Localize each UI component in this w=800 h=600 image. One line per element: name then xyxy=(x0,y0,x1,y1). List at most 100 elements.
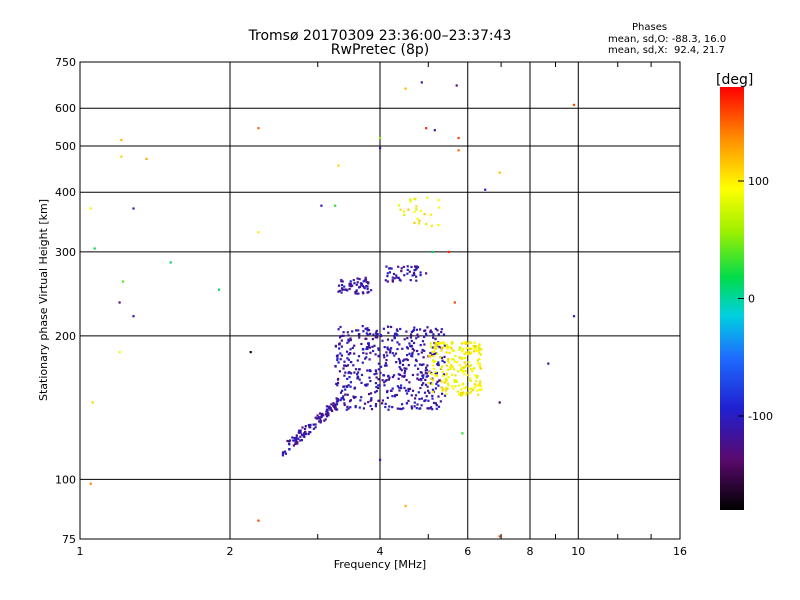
data-point xyxy=(470,368,473,371)
data-point xyxy=(431,383,434,386)
data-point xyxy=(398,366,401,369)
data-point xyxy=(446,347,449,350)
data-point xyxy=(342,334,345,337)
data-point xyxy=(425,395,428,398)
data-point xyxy=(295,438,298,441)
data-point xyxy=(360,373,364,377)
data-point xyxy=(340,339,343,342)
data-point xyxy=(374,382,377,385)
data-point xyxy=(396,348,399,351)
data-point xyxy=(359,399,362,402)
data-point xyxy=(474,345,477,348)
data-point xyxy=(364,278,368,281)
data-point xyxy=(383,381,386,384)
data-point xyxy=(343,374,346,377)
data-point xyxy=(405,378,408,382)
data-point xyxy=(463,361,466,364)
data-point xyxy=(403,274,406,277)
data-point xyxy=(406,272,409,275)
data-point xyxy=(414,397,417,400)
data-point xyxy=(407,208,410,211)
data-point xyxy=(397,377,400,380)
data-point xyxy=(461,357,464,360)
data-point xyxy=(477,347,481,350)
data-point xyxy=(366,333,369,336)
phases-header: Phases xyxy=(632,22,668,33)
data-point xyxy=(351,330,354,333)
data-point xyxy=(358,286,361,289)
data-point xyxy=(369,392,373,395)
data-point xyxy=(361,285,365,288)
data-point xyxy=(447,361,451,364)
data-point xyxy=(417,335,420,338)
data-point xyxy=(349,406,352,409)
data-point xyxy=(572,103,576,106)
data-point xyxy=(369,404,372,408)
data-point xyxy=(469,377,472,380)
data-point xyxy=(428,371,431,374)
data-point xyxy=(391,279,394,282)
data-point xyxy=(347,353,350,356)
data-point xyxy=(413,210,416,213)
data-point xyxy=(460,342,463,345)
data-point xyxy=(385,364,388,367)
data-point xyxy=(396,407,399,410)
y-tick-label: 400 xyxy=(55,186,76,199)
data-point xyxy=(428,407,431,410)
data-point xyxy=(292,444,295,447)
data-point xyxy=(354,406,357,409)
data-point xyxy=(347,358,350,361)
data-point xyxy=(442,373,445,376)
data-point xyxy=(462,369,465,372)
data-point xyxy=(391,352,394,355)
data-point xyxy=(340,291,343,294)
data-point xyxy=(347,384,350,387)
data-point xyxy=(316,414,319,417)
data-point xyxy=(304,430,307,433)
data-point xyxy=(434,370,437,373)
data-point xyxy=(425,127,428,130)
data-point xyxy=(405,367,408,370)
data-point xyxy=(417,367,420,370)
data-point xyxy=(437,384,440,387)
data-point xyxy=(411,389,415,392)
data-point xyxy=(409,336,413,339)
data-point xyxy=(320,413,323,416)
data-point xyxy=(398,407,401,410)
data-point xyxy=(433,350,436,353)
data-point xyxy=(336,354,339,357)
data-point xyxy=(339,391,343,394)
x-tick-label: 8 xyxy=(527,545,534,558)
data-point xyxy=(459,391,463,395)
data-point xyxy=(341,280,344,283)
data-point xyxy=(461,348,464,351)
data-point xyxy=(257,519,260,522)
data-point xyxy=(368,369,371,372)
data-point xyxy=(441,370,444,373)
data-point xyxy=(302,432,306,435)
data-point xyxy=(429,213,432,216)
data-point xyxy=(297,437,300,440)
data-point xyxy=(454,385,457,388)
data-point xyxy=(309,431,312,434)
data-point xyxy=(458,356,461,359)
data-point xyxy=(351,346,354,349)
data-point xyxy=(478,352,481,355)
data-point xyxy=(390,347,393,350)
data-point xyxy=(335,397,338,400)
data-point xyxy=(433,129,436,132)
data-point xyxy=(288,442,291,445)
data-point xyxy=(296,442,299,445)
data-point xyxy=(416,217,419,220)
data-point xyxy=(326,409,329,412)
data-point xyxy=(461,383,464,386)
data-point xyxy=(329,407,332,410)
data-point xyxy=(346,350,349,353)
data-point xyxy=(299,429,302,432)
data-point xyxy=(466,342,469,345)
data-point xyxy=(451,373,454,376)
data-point xyxy=(454,374,457,377)
data-point xyxy=(398,343,401,346)
x-tick-label: 1 xyxy=(77,545,84,558)
data-point xyxy=(436,352,439,355)
